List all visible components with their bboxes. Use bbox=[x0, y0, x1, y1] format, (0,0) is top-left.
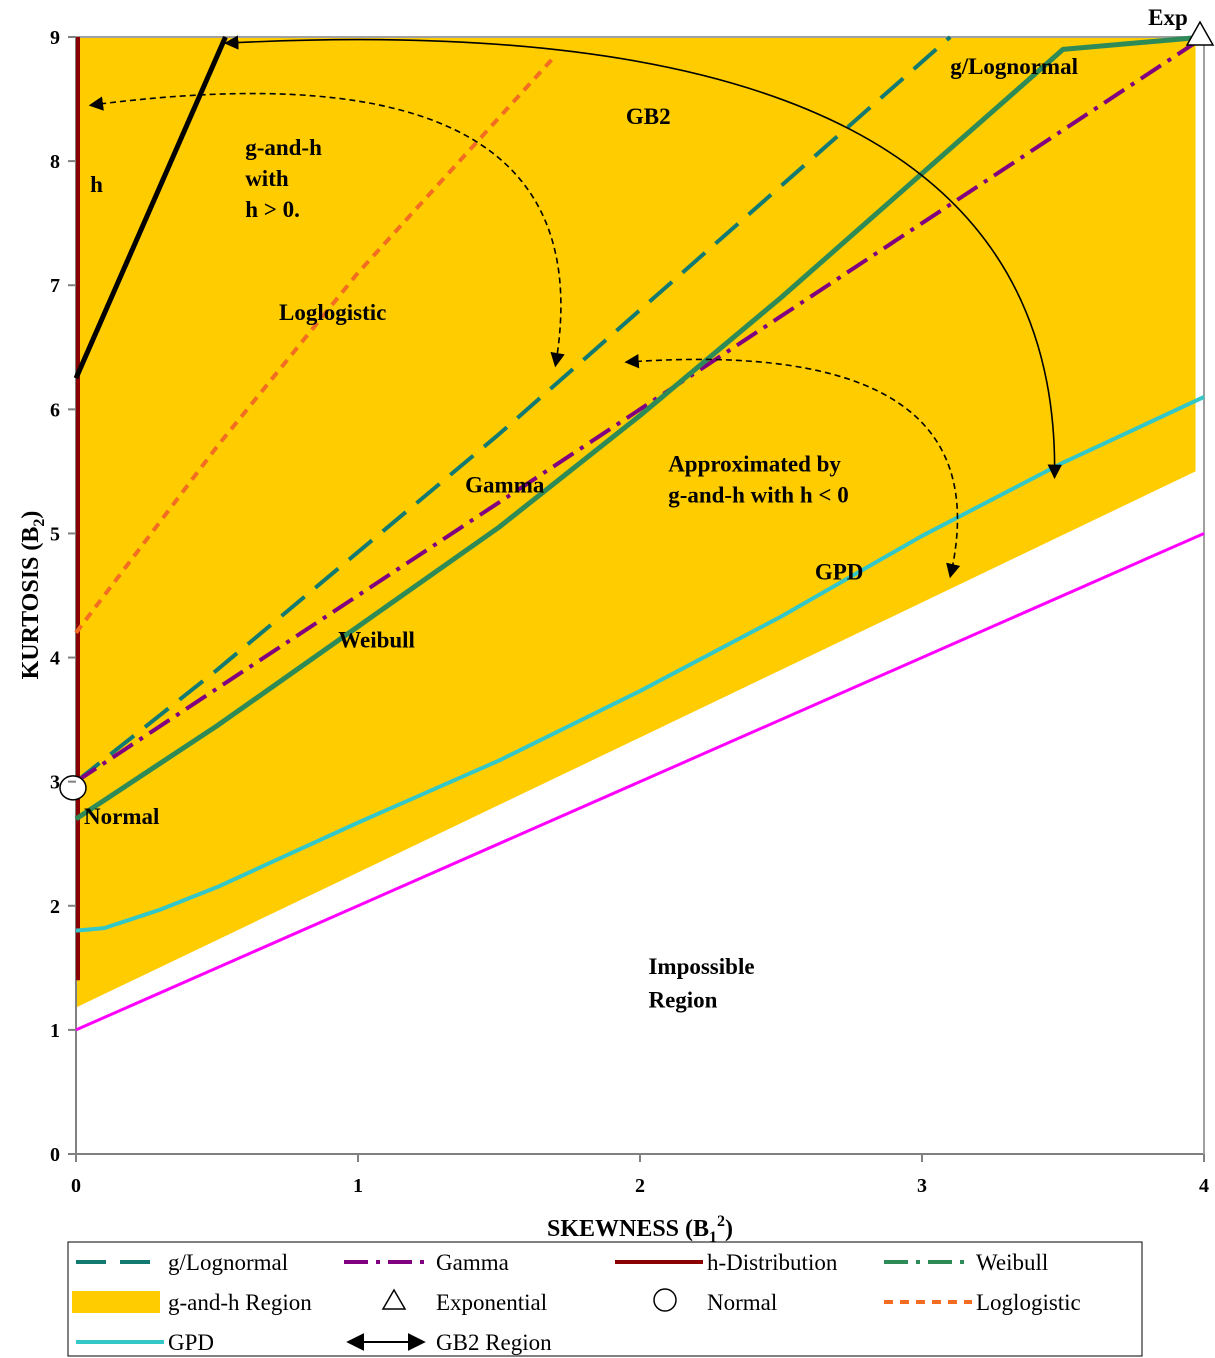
y-tick-label: 2 bbox=[50, 896, 60, 918]
legend-label-exponential: Exponential bbox=[436, 1290, 547, 1315]
g-and-h-region-layer bbox=[76, 37, 1196, 1008]
y-tick-label: 1 bbox=[50, 1020, 60, 1042]
legend-label-gb2-region: GB2 Region bbox=[436, 1330, 552, 1355]
x-tick-label: 4 bbox=[1199, 1175, 1209, 1197]
y-tick-label: 8 bbox=[50, 151, 60, 173]
legend-label-gpd: GPD bbox=[168, 1330, 214, 1355]
y-axis-title-main: KURTOSIS (B bbox=[18, 527, 44, 680]
gb2-region-arrow bbox=[224, 35, 1062, 480]
y-axis-title-end: ) bbox=[18, 511, 44, 519]
x-axis-title-sub: 1 bbox=[709, 1229, 717, 1246]
y-axis-title: KURTOSIS (B2) bbox=[18, 511, 48, 680]
annotation-region: Region bbox=[648, 988, 717, 1013]
x-axis-title-end: ) bbox=[725, 1216, 733, 1242]
dashed-arrow-2 bbox=[624, 354, 961, 579]
x-tick-label: 0 bbox=[71, 1175, 81, 1197]
x-tick-label: 2 bbox=[635, 1175, 645, 1197]
legend-swatch-exponential bbox=[381, 1288, 407, 1310]
legend-swatch-g-and-h-region bbox=[72, 1291, 160, 1313]
annotation-h: h bbox=[90, 172, 103, 197]
annotation-g-lognormal: g/Lognormal bbox=[950, 54, 1078, 79]
x-tick-label: 3 bbox=[917, 1175, 927, 1197]
dashed-arrow-1 bbox=[88, 92, 565, 368]
legend-label-weibull: Weibull bbox=[976, 1250, 1048, 1275]
y-tick-label: 0 bbox=[50, 1144, 60, 1166]
x-tick-label: 1 bbox=[353, 1175, 363, 1197]
series-line-loglogistic bbox=[74, 54, 557, 634]
legend-swatch-normal bbox=[653, 1288, 677, 1312]
legend-label-loglogistic: Loglogistic bbox=[976, 1290, 1081, 1315]
y-tick-label: 4 bbox=[50, 648, 60, 670]
y-tick-label: 7 bbox=[50, 275, 60, 297]
annotation-loglogistic: Loglogistic bbox=[279, 300, 386, 325]
legend: g/Lognormal Gamma h-Distribution Weibull g-a… bbox=[72, 1250, 1081, 1355]
x-axis-title-main: SKEWNESS (B bbox=[547, 1216, 709, 1242]
annotation-g-and-h-with-h-0: g-and-h with h < 0 bbox=[668, 482, 849, 507]
marker-layer: Exp Normal bbox=[59, 5, 1215, 829]
y-tick-label: 3 bbox=[50, 772, 60, 794]
annotation-gpd: GPD bbox=[815, 559, 864, 584]
y-tick-label: 9 bbox=[50, 27, 60, 49]
annotation-approximated-by: Approximated by bbox=[668, 451, 841, 476]
annotation-h-0: h > 0. bbox=[245, 197, 300, 222]
exponential-marker bbox=[1185, 20, 1215, 46]
g-and-h-region-area bbox=[76, 37, 1196, 1008]
series-line-boundary bbox=[75, 532, 1205, 1032]
x-axis-title: SKEWNESS (B12) bbox=[547, 1213, 733, 1246]
y-axis-title-sub: 2 bbox=[31, 519, 48, 527]
annotation-with: with bbox=[245, 166, 289, 191]
y-tick-label: 6 bbox=[50, 399, 60, 421]
ticks-layer: 0 1 2 3 4 0 1 2 3 4 5 6 7 8 9 bbox=[50, 27, 1209, 1197]
normal-label: Normal bbox=[84, 804, 159, 829]
legend-label-h-distribution: h-Distribution bbox=[707, 1250, 838, 1275]
annotation-impossible: Impossible bbox=[648, 954, 754, 979]
annotation-g-and-h: g-and-h bbox=[245, 135, 322, 160]
legend-label-g-and-h-region: g-and-h Region bbox=[168, 1290, 312, 1315]
annotation-gb2: GB2 bbox=[626, 104, 671, 129]
legend-label-gamma: Gamma bbox=[436, 1250, 509, 1275]
annotation-layer: g/Lognormal GB2 h g-and-h with h > 0. Loglogis… bbox=[90, 54, 1078, 1012]
exponential-label: Exp bbox=[1148, 5, 1188, 30]
x-axis-title-sup: 2 bbox=[717, 1213, 725, 1230]
annotation-gamma: Gamma bbox=[465, 472, 545, 497]
legend-label-g-lognormal: g/Lognormal bbox=[168, 1250, 288, 1275]
annotation-weibull: Weibull bbox=[338, 628, 415, 653]
normal-marker bbox=[59, 775, 87, 801]
legend-label-normal: Normal bbox=[707, 1290, 777, 1315]
y-tick-label: 5 bbox=[50, 523, 60, 545]
arrow-layer bbox=[88, 35, 1062, 579]
series-line-gpd bbox=[75, 395, 1205, 933]
